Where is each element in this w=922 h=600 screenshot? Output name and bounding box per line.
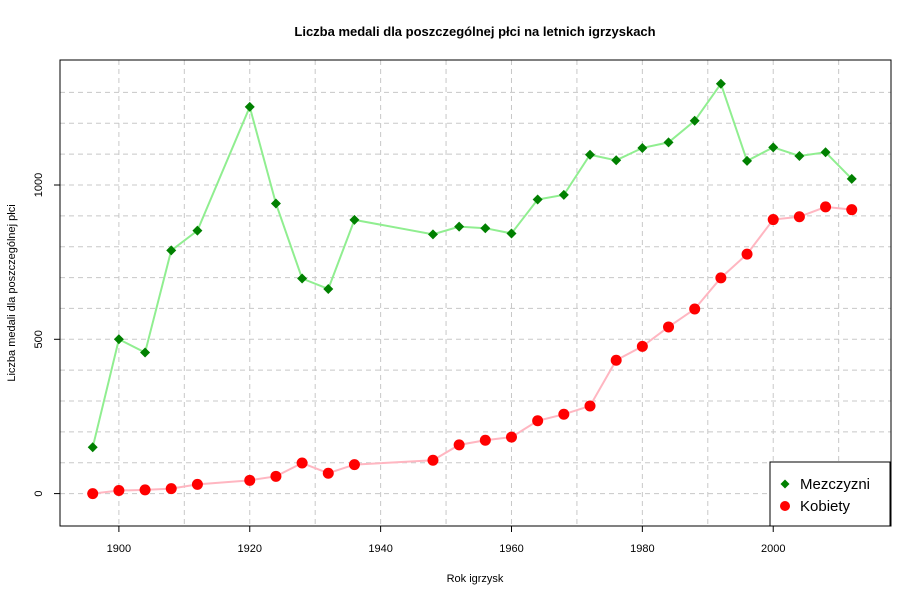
series-line: [91, 81, 853, 448]
data-point: [767, 214, 779, 226]
data-point: [453, 439, 465, 451]
chart-title: Liczba medali dla poszczególnej płci na …: [294, 24, 655, 39]
data-point: [348, 459, 360, 471]
y-tick-label: 500: [33, 330, 45, 348]
data-point: [322, 467, 334, 479]
data-point: [427, 454, 439, 466]
data-point: [636, 340, 648, 352]
x-axis-label: Rok igrzysk: [447, 573, 504, 585]
data-point: [610, 354, 622, 366]
data-point: [140, 347, 151, 358]
data-point: [113, 485, 125, 497]
data-point: [820, 201, 832, 213]
data-point: [689, 303, 701, 315]
data-point: [87, 442, 98, 453]
data-point: [479, 434, 491, 446]
data-point: [244, 101, 255, 112]
x-tick-label: 1960: [499, 543, 523, 555]
grid: [60, 60, 891, 526]
data-point: [689, 115, 700, 126]
x-tick-label: 1920: [238, 543, 262, 555]
data-point: [558, 408, 570, 420]
data-point: [165, 483, 177, 495]
data-point: [244, 474, 256, 486]
legend: Mezczyzni Kobiety: [769, 461, 891, 527]
data-point: [296, 457, 308, 469]
data-point: [820, 147, 831, 158]
data-point: [768, 142, 779, 153]
data-point: [505, 431, 517, 443]
data-point: [139, 484, 151, 496]
data-point: [846, 204, 858, 216]
series-mezczyzni: [87, 78, 857, 453]
x-tick-label: 1980: [630, 543, 654, 555]
data-point: [297, 273, 308, 284]
data-point: [166, 245, 177, 256]
data-point: [663, 321, 675, 333]
series-kobiety: [87, 201, 858, 500]
data-point: [663, 137, 674, 148]
data-point: [427, 229, 438, 240]
x-tick-label: 1940: [368, 543, 392, 555]
data-point: [846, 173, 857, 184]
data-point: [558, 189, 569, 200]
data-point: [741, 248, 753, 260]
data-point: [270, 470, 282, 482]
data-point: [323, 283, 334, 294]
axes: 1900 1920 1940 1960 1980 2000 0 500 1000: [33, 173, 785, 555]
data-point: [611, 155, 622, 166]
data-point: [742, 155, 753, 166]
data-point: [793, 211, 805, 223]
data-point: [113, 334, 124, 345]
data-point: [506, 228, 517, 239]
data-point: [584, 400, 596, 412]
data-point: [794, 150, 805, 161]
data-point: [715, 78, 726, 89]
data-point: [532, 194, 543, 205]
x-tick-label: 1900: [107, 543, 131, 555]
y-tick-label: 1000: [33, 173, 45, 197]
y-axis-label: Liczba medali dla poszczególnej płci: [6, 204, 18, 381]
data-point: [349, 214, 360, 225]
data-point: [532, 415, 544, 427]
series-line: [92, 205, 852, 495]
data-point: [191, 478, 203, 490]
data-point: [480, 223, 491, 234]
legend-label: Kobiety: [800, 498, 851, 515]
legend-box: [769, 461, 891, 527]
legend-label: Mezczyzni: [800, 476, 870, 493]
data-point: [270, 198, 281, 209]
data-point: [715, 272, 727, 284]
legend-marker: [780, 501, 790, 511]
data-point: [192, 225, 203, 236]
data-point: [454, 221, 465, 232]
data-point: [637, 142, 648, 153]
data-point: [87, 488, 99, 500]
data-point: [585, 149, 596, 160]
series-layer: [87, 78, 858, 500]
x-tick-label: 2000: [761, 543, 785, 555]
plot-box: [59, 59, 892, 527]
y-tick-label: 0: [33, 491, 45, 497]
legend-marker: [780, 479, 790, 489]
